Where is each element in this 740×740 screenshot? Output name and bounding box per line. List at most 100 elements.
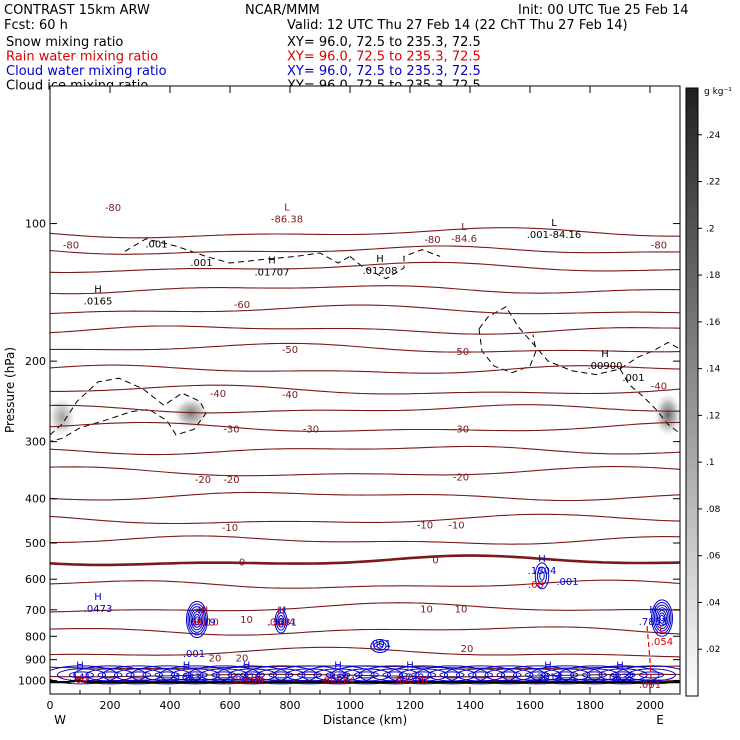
extremum-value: .00900 <box>588 361 623 372</box>
x-tick-label: 2000 <box>636 699 664 712</box>
cloud-water-contour <box>190 608 204 631</box>
cloud-water-contour <box>627 668 676 682</box>
isotherm-contour <box>50 646 680 658</box>
extremum-symbol: L <box>461 222 467 233</box>
cloud-water-contour <box>187 603 207 636</box>
cloud-water-contour <box>73 665 147 685</box>
colorbar-tick-label: .24 <box>706 131 721 141</box>
cloud-water-contour <box>301 665 375 685</box>
extremum-symbol: H <box>243 661 251 672</box>
cloud-water-contour <box>376 643 384 649</box>
cloud-water-contour <box>278 617 284 625</box>
cloud-water-contour <box>501 665 574 685</box>
cloud-water-contour <box>652 602 672 635</box>
cloud-water-contours <box>50 562 680 687</box>
cloud-water-contour <box>159 665 232 685</box>
extremum-value: .6019 <box>187 617 216 628</box>
extremum-value: .1742 <box>396 673 425 684</box>
y-axis-label: Pressure (hPa) <box>3 347 17 433</box>
cloud-water-contour <box>525 671 550 679</box>
cloud-water-contour <box>558 665 631 685</box>
isotherm-label: -40 <box>210 389 226 400</box>
extremum-symbol: L <box>659 625 665 636</box>
cloud-ice-contour <box>124 238 351 264</box>
colorbar-tick-label: .14 <box>706 365 721 375</box>
isotherm-contour <box>50 602 680 613</box>
extremum-value: .01707 <box>255 268 290 279</box>
cloud-water-contour <box>415 665 489 685</box>
colorbar-tick-label: .04 <box>706 598 721 608</box>
cloud-water-contour <box>534 562 550 590</box>
cloud-water-contour <box>529 665 603 685</box>
isotherm-label: -50 <box>282 345 298 356</box>
cloud-water-contour <box>69 671 94 679</box>
extremum-value: .00016 <box>393 676 428 687</box>
cloud-water-contour <box>154 671 180 679</box>
cloud-water-contour <box>472 665 546 685</box>
isotherm-label: 10 <box>240 615 253 626</box>
cloud-water-contour <box>50 665 118 685</box>
cloud-ice-contour <box>478 328 537 374</box>
cloud-water-contour <box>189 606 205 633</box>
cloud-water-contour <box>186 600 208 639</box>
cloud-water-contour <box>240 671 265 679</box>
cloud-water-contour <box>496 671 522 679</box>
extremum-value: .00 <box>72 675 88 686</box>
isotherm-contour <box>50 261 680 274</box>
isotherm-contour <box>50 245 680 255</box>
cloud-ice-contour <box>349 249 441 280</box>
isotherm-label: -80 <box>424 235 440 246</box>
cloud-water-contour <box>658 612 666 624</box>
colorbar-tick-label: .08 <box>706 505 721 515</box>
cloud-water-contour <box>216 665 289 685</box>
isotherm-label: -20 <box>195 475 211 486</box>
extremum-symbol: H <box>198 605 206 616</box>
colorbar-tick-label: .1 <box>706 458 715 468</box>
extremum-symbol: H <box>94 284 102 295</box>
cloud-water-contour <box>330 665 403 685</box>
cloud-water-contour <box>659 615 665 622</box>
isotherm-label: -40 <box>282 390 298 401</box>
x-left-end-label: W <box>54 713 66 727</box>
cloud-water-contour <box>586 665 660 685</box>
extremum-value: .00008 <box>229 676 264 687</box>
extremum-value: .1683 <box>172 673 201 684</box>
y-tick-label: 700 <box>25 604 46 617</box>
extremum-value: .001 <box>556 577 578 588</box>
extremum-value: .0832 <box>606 673 635 684</box>
colorbar-tick-label: .02 <box>706 645 720 655</box>
extremum-value: .0473 <box>84 604 113 615</box>
x-tick-label: 1400 <box>456 699 484 712</box>
extremum-symbol: L <box>551 218 557 229</box>
x-tick-label: 800 <box>280 699 301 712</box>
extremum-symbol: H <box>544 661 552 672</box>
isotherm-label: -80 <box>651 240 667 251</box>
extremum-symbol: H <box>279 605 287 616</box>
plot-frame <box>49 85 681 695</box>
cloud-water-contour <box>382 671 408 679</box>
cloud-water-contour <box>297 671 322 679</box>
isotherm-contour <box>50 535 680 545</box>
rain-water-contour <box>646 626 653 687</box>
extremum-value: .001-84.16 <box>527 230 582 241</box>
cloud-water-contour <box>244 665 318 685</box>
cloud-water-contour <box>277 615 285 628</box>
cloud-ice-contour <box>619 368 680 434</box>
cloud-water-contour <box>468 671 493 679</box>
isotherm-contour <box>50 227 680 239</box>
extremum-value: .469 <box>327 673 349 684</box>
x-tick-label: 200 <box>100 699 121 712</box>
isotherm-contour <box>50 513 680 525</box>
cloud-water-contour <box>325 671 351 679</box>
isotherm-label: -20 <box>223 475 239 486</box>
cloud-water-contour <box>268 671 294 679</box>
x-tick-label: 1000 <box>336 699 364 712</box>
cloud-water-contour <box>582 671 607 679</box>
extremum-value: .001 <box>190 258 212 269</box>
header-model: CONTRAST 15km ARW <box>4 3 150 18</box>
isotherm-label: -60 <box>234 300 250 311</box>
x-tick-label: 1600 <box>516 699 544 712</box>
y-tick-label: 500 <box>25 537 46 550</box>
isotherm-label: 20 <box>461 644 474 655</box>
isotherm-contour <box>50 404 680 414</box>
